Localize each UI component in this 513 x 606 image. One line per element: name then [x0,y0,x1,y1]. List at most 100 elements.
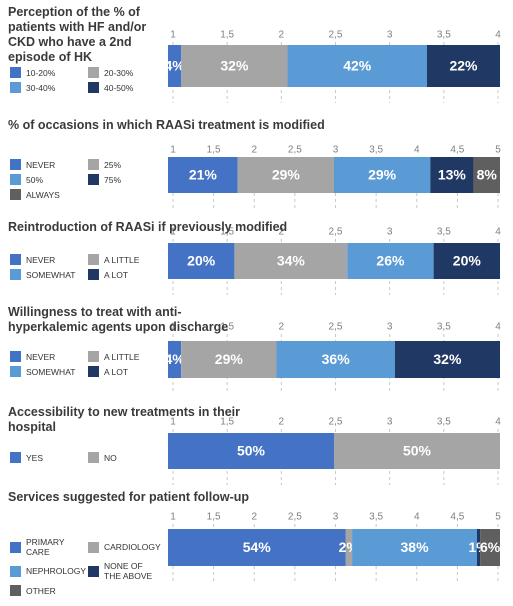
legend-label: YES [26,452,44,463]
x-tick-label: 2,5 [329,30,343,41]
data-label: 38% [401,539,430,555]
bar-segment [480,529,500,566]
bar-segment [181,45,288,87]
data-label: 8% [477,167,498,183]
legend-label: NEVER [26,159,56,170]
bar-segment [476,529,481,566]
legend-swatch [88,159,99,170]
data-label: 32% [433,351,462,367]
data-label: 34% [277,253,306,269]
data-label: 50% [403,443,432,459]
panel-title: % of occasions in which RAASi treatment … [8,118,325,132]
bar-segment [334,157,431,193]
legend-swatch [10,541,21,553]
bar-segment [168,529,346,566]
x-tick-label: 4,5 [450,512,464,523]
legend-label: OTHER [26,585,56,596]
legend-swatch [10,174,21,185]
legend-swatch [10,82,21,93]
legend: 10-20% 20-30% 30-40% 40-50% [10,67,160,93]
legend: YES NO [10,452,160,463]
x-tick-label: 1 [170,417,176,428]
legend-swatch [10,254,21,265]
x-tick-label: 4 [495,322,501,333]
legend-label: NEVER [26,351,56,362]
legend-label: 40-50% [104,82,134,93]
bar-segment [430,157,474,193]
bar-segment [347,243,434,279]
legend-swatch [88,174,99,185]
bar-segment [433,243,500,279]
data-label: 4% [164,351,185,367]
x-tick-label: 2 [251,145,257,156]
x-tick-label: 3 [387,227,393,238]
bar-segment [287,45,427,87]
legend-item: YES [10,452,88,463]
x-tick-label: 3,5 [369,512,383,523]
legend-item: 50% [10,174,88,185]
x-tick-label: 4 [495,30,501,41]
x-tick-label: 1 [170,322,176,333]
bar-segment [394,341,500,378]
data-label: 20% [187,253,216,269]
legend-swatch [10,366,21,377]
x-tick-label: 1,5 [220,417,234,428]
legend-item: CARDIOLOGY [88,537,161,557]
data-label: 4% [165,58,186,74]
x-tick-label: 3,5 [437,417,451,428]
x-tick-label: 2 [279,30,285,41]
legend-label: SOMEWHAT [26,269,76,280]
data-label: 29% [272,167,301,183]
legend-swatch [88,351,99,362]
bar-segment [168,243,235,279]
legend-label: PRIMARY CARE [26,537,65,557]
legend-swatch [88,452,99,463]
legend-swatch [88,67,99,78]
x-tick-label: 1 [170,145,176,156]
legend-item: NEVER [10,254,88,265]
legend-label: ALWAYS [26,189,60,200]
x-tick-label: 3 [333,145,339,156]
data-label: 21% [189,167,218,183]
legend-item: OTHER [10,585,88,596]
legend-item: 40-50% [88,82,160,93]
panel-title: Willingness to treat with anti-hyperkale… [8,305,229,334]
legend-item: NEPHROLOGY [10,561,88,581]
legend-item: 20-30% [88,67,160,78]
x-tick-label: 2,5 [329,322,343,333]
legend-label: 50% [26,174,44,185]
legend-label: NONE OF THE ABOVE [104,561,153,581]
x-tick-label: 3 [333,512,339,523]
x-tick-label: 1 [170,30,176,41]
x-tick-label: 1 [170,227,176,238]
bar-segment [473,157,500,193]
legend-item: NO [88,452,160,463]
legend-item: NEVER [10,351,88,362]
panel-title: Services suggested for patient follow-up [8,490,250,504]
data-label: 29% [215,351,244,367]
x-tick-label: 3 [387,30,393,41]
bar-segment [345,529,353,566]
legend: PRIMARY CARE CARDIOLOGY NEPHROLOGY NONE OF … [10,537,161,596]
bar-segment [352,529,477,566]
panel-title: Accessibility to new treatments in their… [8,405,241,434]
legend-item: 25% [88,159,160,170]
legend: NEVER A LITTLE SOMEWHAT A LOT [10,351,160,377]
x-tick-label: 5 [495,145,501,156]
x-tick-label: 2,5 [329,417,343,428]
legend-swatch [10,351,21,362]
x-tick-label: 2 [279,322,285,333]
data-label: 13% [438,167,467,183]
x-tick-label: 4 [414,512,420,523]
x-tick-label: 1 [170,512,176,523]
legend-swatch [10,159,21,170]
bar-segment [234,243,348,279]
legend-item: A LOT [88,366,160,377]
x-tick-label: 2 [279,417,285,428]
x-tick-label: 2 [251,512,257,523]
legend-label: SOMEWHAT [26,366,76,377]
legend-item: SOMEWHAT [10,269,88,280]
x-tick-label: 1,5 [220,30,234,41]
